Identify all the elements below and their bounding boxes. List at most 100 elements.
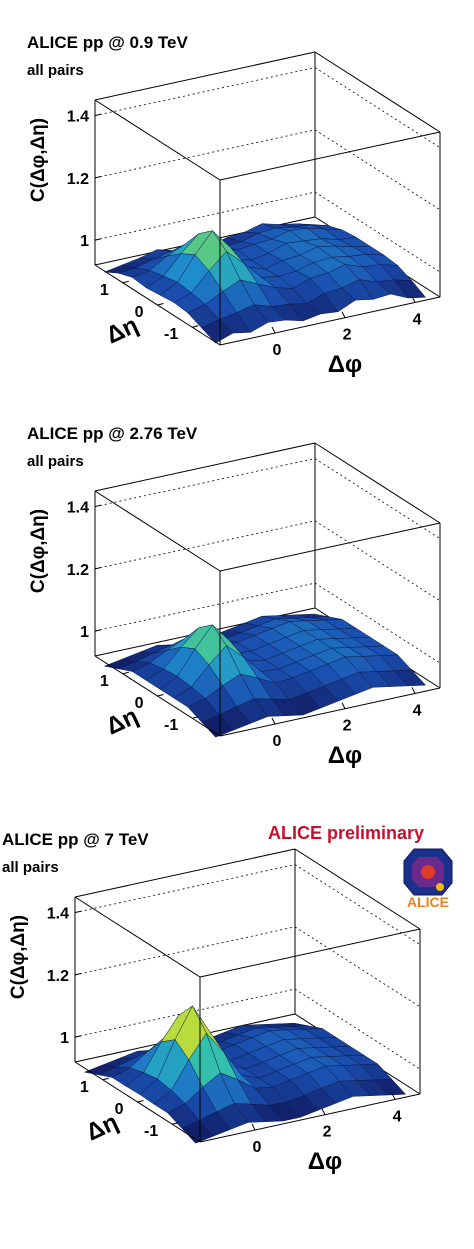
logo-dot: [436, 883, 444, 891]
box-edge: [219, 687, 441, 737]
x-tick-label: 0: [273, 733, 282, 750]
chart-subtitle: all pairs: [2, 859, 59, 876]
z-tick: [74, 910, 82, 914]
z-axis-label: C(Δφ,Δη): [28, 118, 49, 202]
x-tick-label: 2: [323, 1124, 332, 1141]
y-tick: [122, 280, 129, 284]
surface-panel: 1 1.2 1.4 0 2 4 -1 0 1 ALICE pp @ 7 TeV all pairs Δ…: [2, 823, 453, 1175]
logo-core: [421, 865, 435, 879]
y-tick: [137, 1100, 144, 1103]
x-tick: [411, 296, 416, 303]
grid-line: [314, 458, 441, 539]
z-tick-label: 1.4: [67, 109, 89, 126]
box-edge: [94, 490, 221, 572]
z-axis-label: C(Δφ,Δη): [8, 915, 29, 999]
box-edge: [74, 896, 201, 978]
y-tick: [157, 303, 164, 306]
y-tick: [192, 325, 199, 328]
x-tick: [271, 326, 276, 334]
z-tick: [94, 504, 102, 508]
box-edge: [94, 51, 316, 101]
y-tick-label: 1: [100, 673, 109, 690]
z-tick: [94, 567, 102, 570]
chart-title: ALICE pp @ 7 TeV: [2, 830, 149, 849]
grid-line: [314, 520, 441, 602]
grid-line: [294, 926, 421, 1008]
x-tick: [411, 687, 416, 694]
x-axis-label: Δφ: [328, 351, 362, 378]
surface-panel: 1 1.2 1.4 0 2 4 -1 0 1 ALICE pp @ 2.76 TeV all pai…: [27, 424, 441, 769]
grid-line: [294, 864, 421, 945]
x-tick-label: 4: [393, 1108, 402, 1125]
surface-cell: [201, 319, 234, 344]
grid-line: [94, 458, 316, 507]
z-tick-label: 1: [80, 233, 89, 250]
y-tick-label: 1: [100, 282, 109, 299]
x-tick-label: 4: [413, 311, 422, 328]
x-tick-label: 4: [413, 702, 422, 719]
z-tick: [74, 973, 82, 976]
z-tick-label: 1.4: [47, 906, 69, 923]
x-axis-label: Δφ: [328, 742, 362, 769]
chart-title: ALICE pp @ 0.9 TeV: [27, 33, 188, 52]
z-tick-label: 1.4: [67, 500, 89, 517]
y-tick-label: -1: [164, 717, 178, 734]
y-tick-label: 0: [135, 304, 144, 321]
x-tick-label: 0: [273, 342, 282, 359]
y-tick-label: -1: [164, 326, 178, 343]
x-tick: [341, 702, 346, 709]
box-edge: [219, 522, 441, 572]
x-tick: [341, 311, 346, 318]
grid-line: [314, 67, 441, 148]
grid-line: [74, 864, 296, 913]
z-tick: [94, 629, 102, 632]
box-edge: [219, 296, 441, 346]
x-tick-label: 2: [343, 327, 352, 344]
z-tick-label: 1.2: [67, 562, 89, 579]
logo-text: ALICE: [407, 894, 449, 910]
chart-subtitle: all pairs: [27, 62, 84, 79]
z-tick: [94, 176, 102, 179]
box-edge: [199, 928, 421, 978]
box-edge: [94, 99, 221, 181]
box-edge: [294, 848, 421, 930]
chart-title: ALICE pp @ 2.76 TeV: [27, 424, 198, 443]
z-tick-label: 1.2: [67, 171, 89, 188]
z-tick-label: 1.2: [47, 968, 69, 985]
x-tick: [321, 1108, 326, 1115]
z-tick: [94, 113, 102, 117]
x-tick-label: 0: [253, 1139, 262, 1156]
y-tick-label: 0: [135, 695, 144, 712]
z-axis-label: C(Δφ,Δη): [28, 509, 49, 593]
x-tick: [251, 1123, 256, 1131]
x-tick: [391, 1093, 396, 1100]
box-edge: [74, 848, 296, 898]
box-edge: [199, 1093, 421, 1143]
x-tick-label: 2: [343, 718, 352, 735]
y-tick-label: -1: [144, 1123, 158, 1140]
y-tick: [157, 694, 164, 697]
z-tick-label: 1: [80, 624, 89, 641]
chart-subtitle: all pairs: [27, 453, 84, 470]
annotation: ALICE preliminary: [268, 823, 424, 843]
surface-panel: 1 1.2 1.4 0 2 4 -1 0 1 ALICE pp @ 0.9 TeV all pair…: [27, 33, 441, 378]
box-edge: [219, 131, 441, 181]
x-axis-label: Δφ: [308, 1148, 342, 1175]
z-tick: [74, 1035, 82, 1038]
y-tick: [122, 671, 129, 675]
grid-line: [314, 129, 441, 211]
box-edge: [314, 442, 441, 524]
grid-line: [94, 67, 316, 116]
y-tick: [102, 1077, 109, 1081]
z-tick-label: 1: [60, 1030, 69, 1047]
logo: ALICE: [403, 848, 453, 910]
box-edge: [94, 442, 316, 492]
y-tick: [192, 716, 199, 719]
z-tick: [94, 238, 102, 241]
y-tick: [172, 1122, 179, 1125]
x-tick: [271, 717, 276, 725]
y-tick-label: 1: [80, 1079, 89, 1096]
box-edge: [314, 51, 441, 133]
y-tick-label: 0: [115, 1101, 124, 1118]
